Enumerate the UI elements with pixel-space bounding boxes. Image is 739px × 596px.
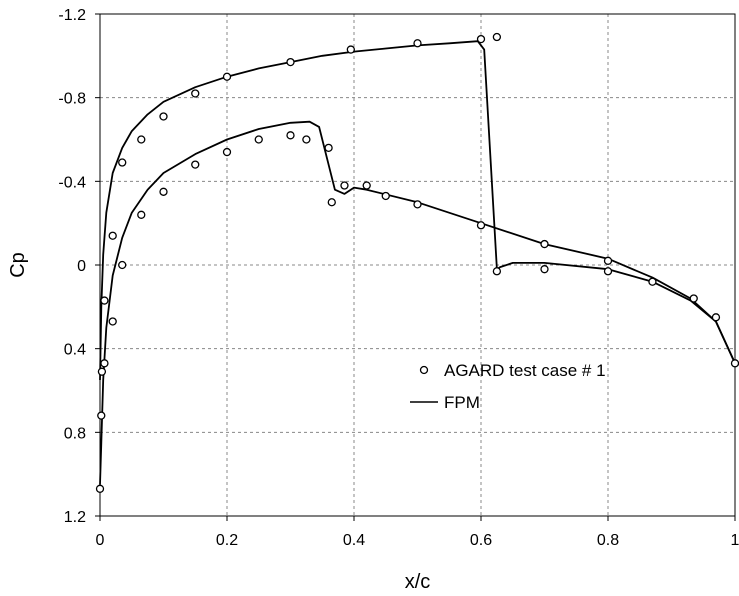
measured-data-point [222,147,232,157]
measured-data-point [100,359,109,368]
y-axis-title: Cp [7,252,29,278]
measured-data-point [476,221,486,230]
measured-data-point [191,160,200,169]
measured-data-point [492,267,502,276]
x-tick-label: 0.6 [470,532,492,549]
plot-area [99,13,736,517]
measured-data-point [648,277,657,286]
measured-data-point [603,267,613,276]
measured-data-point [413,39,422,48]
measured-data-point [137,135,146,144]
x-tick-label: 0.2 [216,532,238,549]
measured-data-point [362,181,371,190]
axis-ticks: 0 0.2 0.4 0.6 0.8 1 -1.2 -0.8 -0.4 0 0.4 0.8 1.2 [58,7,739,549]
series [95,32,739,493]
x-tick-label: 0 [96,532,105,549]
measured-data-point [327,198,336,207]
legend: AGARD test case # 1 FPM [410,361,606,412]
measured-data-point [689,294,698,303]
measured-data-point [97,367,107,376]
measured-data-point [540,265,549,274]
measured-data-point [100,296,109,305]
legend-label-fpm: FPM [444,393,480,412]
measured-data-point [476,34,486,44]
measured-data-point [340,181,349,190]
measured-data-point [413,200,422,209]
y-tick-label: -1.2 [58,7,86,24]
measured-data-point [492,32,502,42]
y-tick-label: 0 [77,258,86,275]
measured-data-point [118,260,127,270]
fpm-line-lower-surface [99,120,736,485]
y-tick-label: -0.8 [58,91,86,108]
measured-data-point [603,256,613,265]
measured-data-point [286,131,295,140]
x-tick-label: 0.4 [343,532,365,549]
measured-data-point [108,231,117,240]
measured-data-point [711,313,721,322]
measured-data-point [540,239,549,249]
measured-data-point [254,135,263,144]
measured-data-point [108,317,117,326]
measured-data-point [118,158,127,167]
grid [100,14,735,516]
y-tick-label: 0.4 [64,342,86,359]
y-tick-label: -0.4 [58,174,86,191]
measured-data-point [324,143,333,153]
measured-data-point [302,135,311,144]
legend-marker-measured [419,365,429,375]
y-tick-label: 1.2 [64,509,86,526]
measured-data-point [191,89,200,98]
measured-data-point [286,57,295,67]
measured-data-point [346,45,355,54]
legend-label-measured: AGARD test case # 1 [444,361,606,380]
x-tick-label: 0.8 [597,532,619,549]
measured-data-point [730,359,739,368]
measured-data-point [159,187,168,196]
measured-data-point [95,484,105,493]
y-tick-label: 0.8 [64,425,86,442]
measured-data-point [97,411,106,420]
x-axis-title: x/c [405,571,431,593]
measured-data-point [381,191,390,201]
measured-data-point [159,112,168,121]
measured-data-point [222,72,232,81]
x-tick-label: 1 [731,532,739,549]
measured-data-point [137,210,146,219]
